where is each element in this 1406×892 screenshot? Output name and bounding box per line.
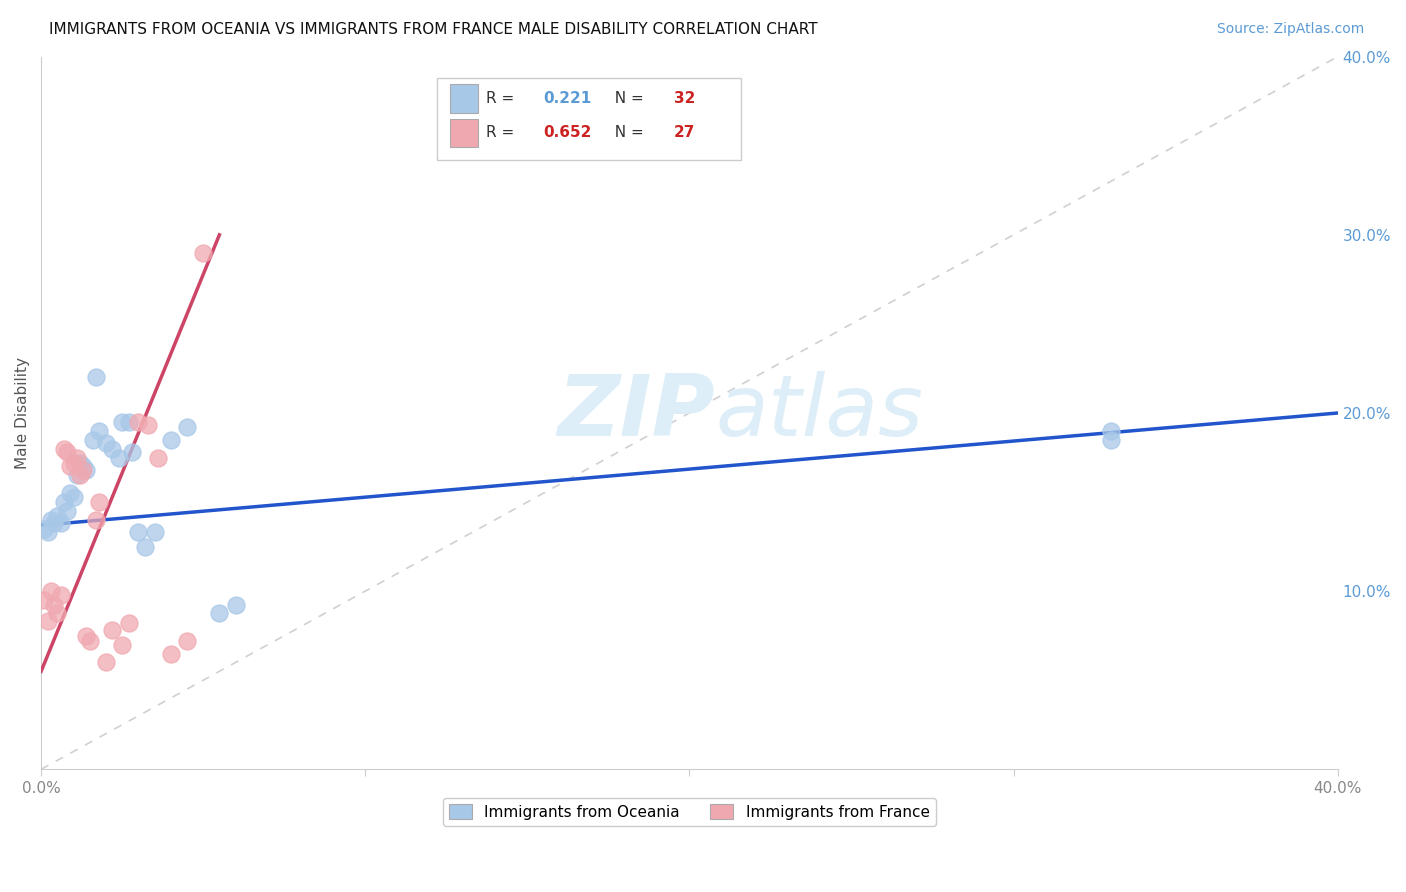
Point — [117, 616, 139, 631]
Text: 0.221: 0.221 — [543, 91, 591, 106]
Point — [59, 486, 82, 500]
Text: Source: ZipAtlas.com: Source: ZipAtlas.com — [1216, 22, 1364, 37]
Point — [159, 647, 181, 661]
Point — [127, 415, 149, 429]
Point — [46, 509, 69, 524]
Point — [101, 624, 124, 638]
Text: 0.652: 0.652 — [543, 126, 592, 140]
Point — [176, 420, 198, 434]
Point — [117, 415, 139, 429]
Bar — [450, 119, 478, 147]
Text: 27: 27 — [673, 126, 695, 140]
Point — [49, 588, 72, 602]
Point — [39, 584, 62, 599]
Point — [66, 468, 89, 483]
Point — [159, 433, 181, 447]
Point — [121, 445, 143, 459]
Point — [72, 459, 94, 474]
Point — [111, 638, 134, 652]
Point — [37, 615, 59, 629]
Point — [127, 525, 149, 540]
Point — [134, 540, 156, 554]
Point — [46, 606, 69, 620]
Point — [56, 504, 79, 518]
Point — [94, 436, 117, 450]
Text: atlas: atlas — [716, 371, 924, 455]
Point — [34, 593, 56, 607]
Text: N =: N = — [605, 126, 648, 140]
Point — [176, 634, 198, 648]
Point — [42, 516, 65, 531]
Point — [69, 456, 91, 470]
Point — [62, 490, 84, 504]
Point — [37, 525, 59, 540]
Point — [69, 468, 91, 483]
Point — [143, 525, 166, 540]
Point — [39, 513, 62, 527]
Point — [146, 450, 169, 465]
Point — [59, 459, 82, 474]
Point — [84, 513, 107, 527]
Point — [76, 463, 98, 477]
Point — [42, 599, 65, 613]
Point — [56, 445, 79, 459]
Point — [89, 424, 111, 438]
Point — [52, 495, 75, 509]
Text: R =: R = — [486, 91, 519, 106]
Point — [108, 450, 131, 465]
Point — [72, 463, 94, 477]
Point — [76, 629, 98, 643]
Legend: Immigrants from Oceania, Immigrants from France: Immigrants from Oceania, Immigrants from… — [443, 797, 936, 826]
Point — [52, 442, 75, 456]
Point — [49, 516, 72, 531]
Point — [1099, 433, 1122, 447]
Point — [62, 456, 84, 470]
Text: IMMIGRANTS FROM OCEANIA VS IMMIGRANTS FROM FRANCE MALE DISABILITY CORRELATION CH: IMMIGRANTS FROM OCEANIA VS IMMIGRANTS FR… — [49, 22, 818, 37]
Text: R =: R = — [486, 126, 519, 140]
Point — [84, 370, 107, 384]
Point — [94, 656, 117, 670]
Point — [1099, 424, 1122, 438]
Point — [111, 415, 134, 429]
Point — [136, 418, 159, 433]
Point — [101, 442, 124, 456]
Point — [89, 495, 111, 509]
Point — [225, 599, 247, 613]
Point — [66, 450, 89, 465]
Bar — [450, 85, 478, 113]
Point — [79, 634, 101, 648]
Text: ZIP: ZIP — [558, 371, 716, 455]
Y-axis label: Male Disability: Male Disability — [15, 357, 30, 469]
Point — [208, 606, 231, 620]
Point — [82, 433, 104, 447]
Text: 32: 32 — [673, 91, 695, 106]
Text: N =: N = — [605, 91, 648, 106]
Point — [34, 522, 56, 536]
Point — [193, 245, 215, 260]
FancyBboxPatch shape — [436, 78, 741, 160]
